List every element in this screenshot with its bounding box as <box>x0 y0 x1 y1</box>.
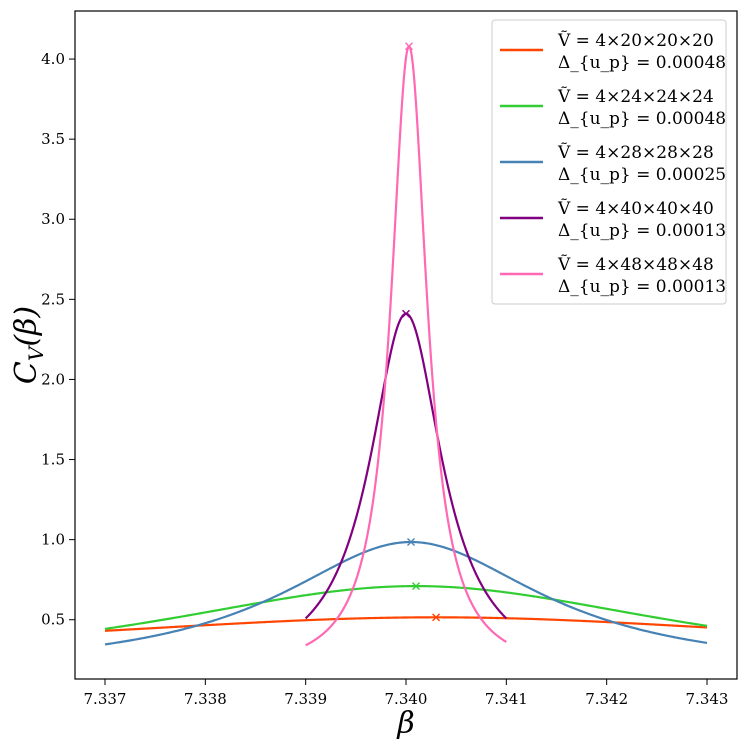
legend-delta-label: Δ_{u_p} = 0.00025 <box>558 165 726 185</box>
peak-marker-layer <box>402 42 441 622</box>
x-axis-title: β <box>396 706 414 741</box>
y-tick-label: 2.0 <box>41 370 65 388</box>
legend-delta-label: Δ_{u_p} = 0.00048 <box>558 53 726 73</box>
y-tick-label: 1.5 <box>41 451 65 469</box>
series-line-2 <box>104 584 708 630</box>
y-tick-label: 3.5 <box>41 130 65 148</box>
y-tick-label: 2.5 <box>41 290 65 308</box>
legend-delta-label: Δ_{u_p} = 0.00048 <box>558 109 726 129</box>
legend-series-name: Ṽ = 4×20×20×20 <box>557 30 714 51</box>
legend-entry-5: Ṽ = 4×48×48×48Δ_{u_p} = 0.00013 <box>500 254 726 297</box>
legend-series-name: Ṽ = 4×48×48×48 <box>557 254 714 275</box>
peak-marker-4 <box>402 309 410 318</box>
x-tick-label: 7.338 <box>184 690 227 708</box>
y-tick-label: 0.5 <box>41 611 65 629</box>
legend-delta-label: Δ_{u_p} = 0.00013 <box>558 277 726 297</box>
x-tick-label: 7.337 <box>84 690 127 708</box>
legend-delta-label: Δ_{u_p} = 0.00013 <box>558 221 726 241</box>
peak-marker-2 <box>412 582 421 591</box>
legend-entry-1: Ṽ = 4×20×20×20Δ_{u_p} = 0.00048 <box>500 30 726 73</box>
peak-marker-3 <box>407 538 416 547</box>
legend-series-name: Ṽ = 4×28×28×28 <box>557 142 714 163</box>
legend-entry-3: Ṽ = 4×28×28×28Δ_{u_p} = 0.00025 <box>500 142 726 185</box>
y-axis-ticks: 0.5 1.0 1.5 2.0 2.5 3.0 3.5 4.0 <box>41 50 75 629</box>
series-line-3 <box>104 540 708 646</box>
x-axis-ticks: 7.337 7.338 7.339 7.340 7.341 7.342 7.343 <box>84 679 729 708</box>
legend-series-name: Ṽ = 4×24×24×24 <box>557 86 714 107</box>
legend-entry-2: Ṽ = 4×24×24×24Δ_{u_p} = 0.00048 <box>500 86 726 129</box>
x-tick-label: 7.343 <box>686 690 729 708</box>
y-tick-label: 1.0 <box>41 531 65 549</box>
y-axis-title: CV(β) <box>9 306 48 384</box>
y-tick-label: 3.0 <box>41 210 65 228</box>
x-tick-label: 7.341 <box>485 690 528 708</box>
legend-frame <box>491 19 727 305</box>
peak-marker-5 <box>405 42 414 51</box>
series-line-1 <box>104 616 708 632</box>
x-tick-label: 7.340 <box>385 690 428 708</box>
y-axis-title-sub: V <box>24 344 48 361</box>
series-line-5 <box>305 44 507 647</box>
y-axis-title-main: C <box>9 361 44 384</box>
legend-series-name: Ṽ = 4×40×40×40 <box>557 198 714 219</box>
x-tick-label: 7.339 <box>284 690 327 708</box>
legend-entry-4: Ṽ = 4×40×40×40Δ_{u_p} = 0.00013 <box>500 198 726 241</box>
x-tick-label: 7.342 <box>585 690 628 708</box>
y-axis-title-arg: (β) <box>9 306 44 347</box>
y-tick-label: 4.0 <box>41 50 65 68</box>
peak-marker-1 <box>432 613 441 622</box>
